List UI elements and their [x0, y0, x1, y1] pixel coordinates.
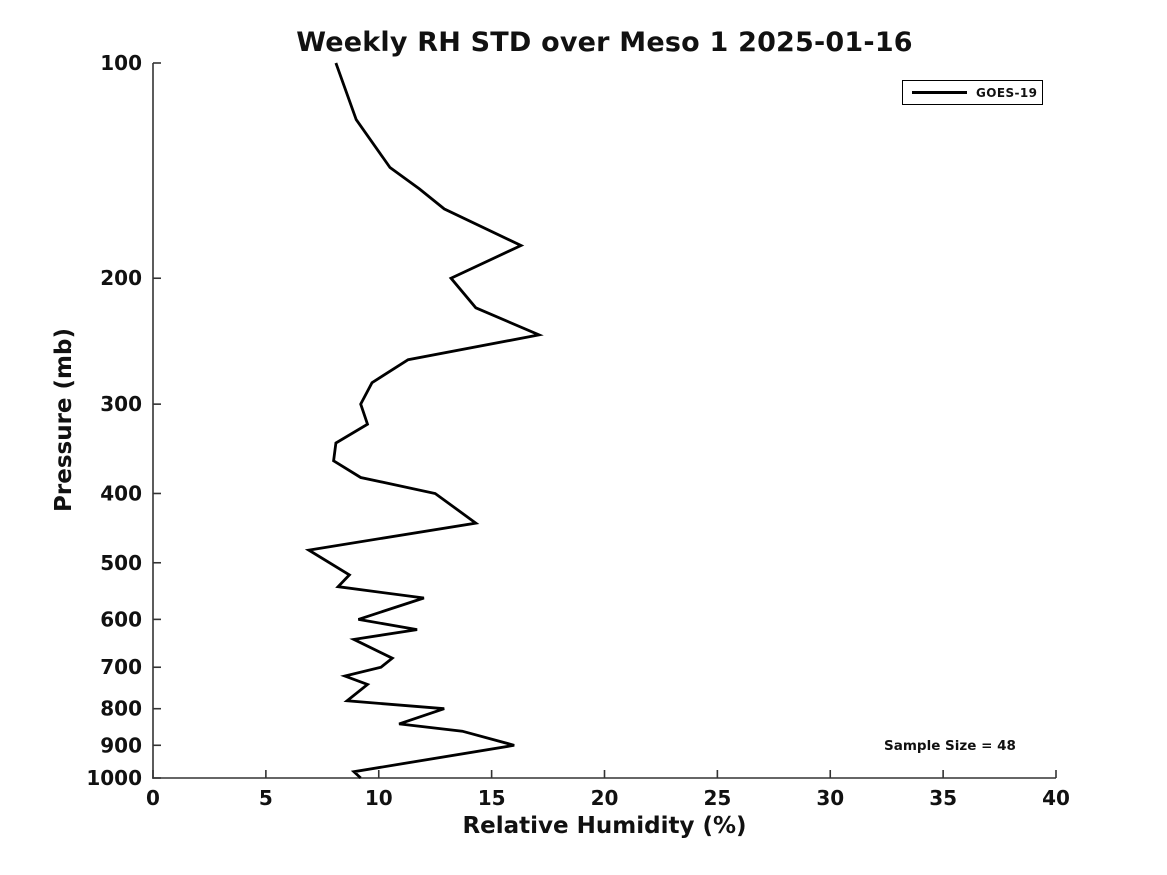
- sample-size-annotation: Sample Size = 48: [884, 738, 1016, 754]
- x-tick-label: 10: [365, 786, 393, 810]
- y-tick-label: 800: [100, 697, 142, 721]
- y-tick-label: 600: [100, 607, 142, 631]
- y-axis-label: Pressure (mb): [51, 328, 77, 512]
- x-tick-label: 20: [591, 786, 619, 810]
- legend-series-label: GOES-19: [976, 85, 1038, 100]
- x-tick-label: 30: [816, 786, 844, 810]
- chart-title: Weekly RH STD over Meso 1 2025-01-16: [296, 27, 913, 58]
- series-line-goes-19: [304, 62, 544, 780]
- y-tick-label: 300: [100, 392, 142, 416]
- y-tick-label: 700: [100, 655, 142, 679]
- y-tick-label: 900: [100, 733, 142, 757]
- y-tick-label: 500: [100, 551, 142, 575]
- legend: GOES-19: [902, 80, 1043, 105]
- legend-line-swatch: [912, 91, 967, 94]
- y-tick-label: 400: [100, 481, 142, 505]
- x-tick-label: 40: [1042, 786, 1070, 810]
- x-tick-label: 25: [703, 786, 731, 810]
- x-tick-label: 5: [259, 786, 273, 810]
- y-tick-label: 200: [100, 266, 142, 290]
- y-tick-label: 100: [100, 51, 142, 75]
- x-axis-label: Relative Humidity (%): [462, 813, 747, 839]
- x-tick-label: 35: [929, 786, 957, 810]
- x-tick-label: 15: [478, 786, 506, 810]
- y-tick-label: 1000: [86, 766, 142, 790]
- x-tick-label: 0: [146, 786, 160, 810]
